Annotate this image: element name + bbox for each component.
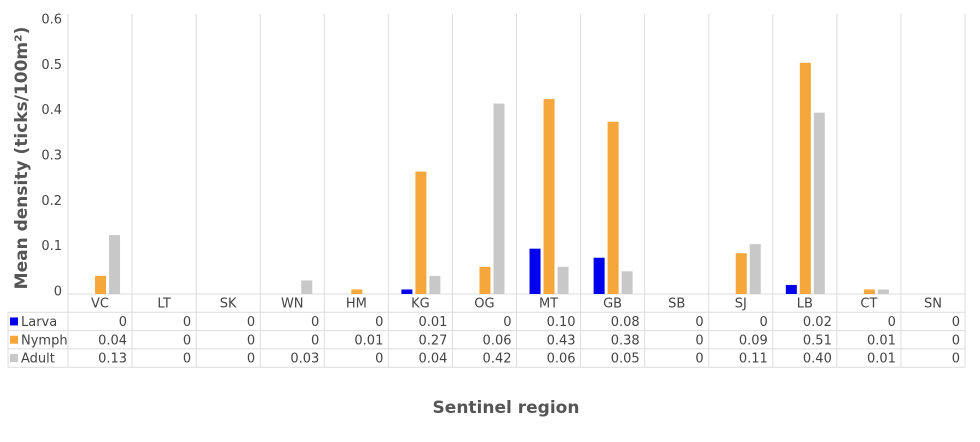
x-tick-label: LT bbox=[157, 297, 170, 312]
bar bbox=[621, 271, 633, 294]
table-cell: 0.04 bbox=[98, 333, 127, 348]
bar bbox=[749, 244, 761, 294]
legend-swatch bbox=[10, 335, 18, 344]
bar bbox=[415, 171, 427, 294]
x-tick-label: GB bbox=[603, 297, 622, 312]
legend-swatch bbox=[10, 354, 18, 363]
table-cell: 0.06 bbox=[547, 352, 576, 367]
x-tick-label: WN bbox=[281, 297, 304, 312]
bar bbox=[557, 266, 569, 294]
table-cell: 0.06 bbox=[483, 333, 512, 348]
y-axis-title: Mean density (ticks/100m²) bbox=[12, 27, 32, 290]
bar bbox=[863, 289, 875, 294]
table-cell: 0.43 bbox=[547, 333, 576, 348]
legend-label: Nymph bbox=[21, 333, 68, 348]
table-cell: 0 bbox=[695, 352, 703, 367]
table-cell: 0.03 bbox=[290, 352, 319, 367]
x-tick-label: HM bbox=[346, 297, 367, 312]
x-tick-label: SK bbox=[220, 297, 237, 312]
table-cell: 0.42 bbox=[483, 352, 512, 367]
bar bbox=[543, 99, 555, 294]
table-cell: 0.01 bbox=[867, 333, 896, 348]
table-cell: 0 bbox=[952, 315, 960, 330]
x-tick-label: LB bbox=[797, 297, 813, 312]
y-tick-label: 0.6 bbox=[41, 13, 62, 28]
x-tick-label: VC bbox=[91, 297, 109, 312]
bar bbox=[479, 266, 491, 294]
y-tick-label: 0.3 bbox=[41, 149, 62, 164]
x-tick-label: MT bbox=[539, 297, 558, 312]
y-tick-label: 0.1 bbox=[41, 239, 62, 254]
x-tick-label: OG bbox=[474, 297, 494, 312]
table-cell: 0 bbox=[695, 333, 703, 348]
table-cell: 0 bbox=[888, 315, 896, 330]
table-cell: 0.09 bbox=[739, 333, 768, 348]
bar bbox=[301, 280, 313, 294]
y-tick-label: 0.4 bbox=[41, 103, 62, 118]
table-cell: 0 bbox=[503, 315, 511, 330]
table-cell: 0 bbox=[183, 352, 191, 367]
x-tick-label: SN bbox=[924, 297, 942, 312]
table-cell: 0.01 bbox=[867, 352, 896, 367]
table-cell: 0.27 bbox=[418, 333, 447, 348]
x-tick-label: CT bbox=[860, 297, 877, 312]
x-tick-label: KG bbox=[411, 297, 430, 312]
table-cell: 0.08 bbox=[611, 315, 640, 330]
table-cell: 0.02 bbox=[803, 315, 832, 330]
legend-swatch bbox=[10, 317, 18, 326]
table-cell: 0.11 bbox=[739, 352, 768, 367]
bar bbox=[877, 289, 889, 294]
bar bbox=[109, 235, 121, 294]
y-tick-label: 0 bbox=[54, 285, 62, 300]
bar bbox=[429, 275, 441, 294]
table-cell: 0 bbox=[695, 315, 703, 330]
legend-label: Adult bbox=[21, 352, 55, 367]
table-cell: 0 bbox=[375, 315, 383, 330]
table-cell: 0 bbox=[183, 315, 191, 330]
table-cell: 0 bbox=[375, 352, 383, 367]
table-cell: 0 bbox=[247, 333, 255, 348]
bar bbox=[607, 121, 619, 294]
table-cell: 0 bbox=[760, 315, 768, 330]
table-cell: 0.51 bbox=[803, 333, 832, 348]
table-cell: 0.38 bbox=[611, 333, 640, 348]
bar bbox=[529, 248, 541, 294]
table-cell: 0.40 bbox=[803, 352, 832, 367]
x-axis-title: Sentinel region bbox=[433, 398, 580, 418]
y-tick-label: 0.2 bbox=[41, 194, 62, 209]
table-cell: 0 bbox=[247, 352, 255, 367]
table-cell: 0.13 bbox=[98, 352, 127, 367]
bar bbox=[735, 253, 747, 294]
bar bbox=[95, 275, 107, 294]
table-cell: 0.10 bbox=[547, 315, 576, 330]
table-cell: 0 bbox=[952, 333, 960, 348]
legend-label: Larva bbox=[21, 315, 57, 330]
table-cell: 0.01 bbox=[354, 333, 383, 348]
bar bbox=[813, 112, 825, 295]
x-tick-label: SJ bbox=[735, 297, 747, 312]
bar bbox=[799, 62, 811, 294]
table-cell: 0 bbox=[119, 315, 127, 330]
table-cell: 0 bbox=[952, 352, 960, 367]
bar bbox=[593, 257, 605, 294]
bar bbox=[493, 103, 505, 294]
table-cell: 0 bbox=[311, 333, 319, 348]
table-cell: 0 bbox=[183, 333, 191, 348]
x-tick-label: SB bbox=[668, 297, 685, 312]
table-cell: 0.04 bbox=[418, 352, 447, 367]
y-tick-label: 0.5 bbox=[41, 58, 62, 73]
table-cell: 0.05 bbox=[611, 352, 640, 367]
table-cell: 0 bbox=[247, 315, 255, 330]
bar bbox=[351, 289, 363, 294]
table-cell: 0.01 bbox=[418, 315, 447, 330]
bar bbox=[401, 289, 413, 294]
table-cell: 0 bbox=[311, 315, 319, 330]
bar bbox=[785, 284, 797, 294]
